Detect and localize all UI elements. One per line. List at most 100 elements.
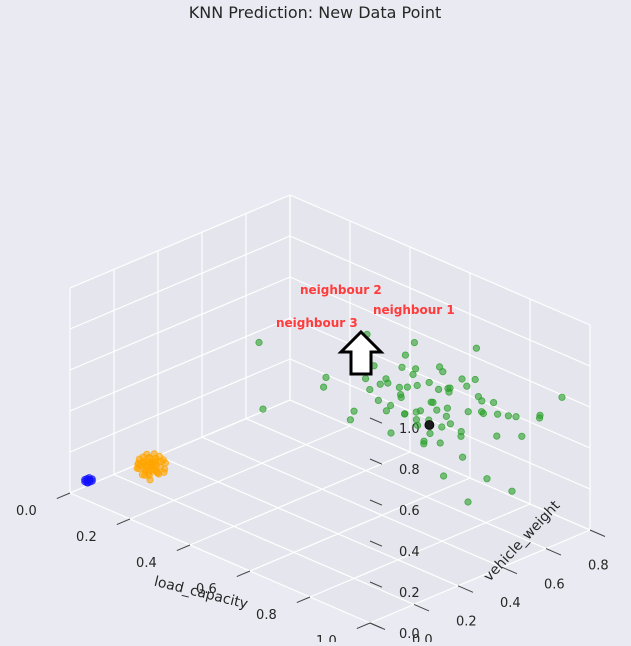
gridline-back-z: [289, 317, 591, 449]
data-point-series-3: [439, 472, 448, 480]
data-point-series-2: [146, 476, 154, 484]
data-point-series-3: [413, 381, 421, 390]
chart-title: KNN Prediction: New Data Point: [189, 3, 441, 22]
gridline-floor-y: [201, 436, 503, 568]
gridline-left-z: [69, 317, 291, 412]
data-point-series-3: [458, 453, 467, 461]
data-point-series-3: [420, 440, 428, 448]
gridline-left-z: [69, 358, 291, 453]
data-point-series-3: [493, 432, 501, 440]
tick-marks: 0.00.20.40.60.81.00.00.20.40.60.81.00.00…: [16, 417, 609, 646]
data-point-series-3: [478, 397, 486, 405]
data-point-series-3: [259, 405, 267, 413]
gridline-floor-y: [69, 492, 371, 624]
data-point-series-2: [153, 469, 161, 477]
z-tick: [369, 581, 383, 588]
x-tick-label: 0.0: [16, 504, 37, 519]
y-tick: [545, 548, 562, 556]
gridline-floor-x: [309, 503, 531, 598]
x-tick-label: 0.6: [196, 582, 217, 597]
z-tick-label: 0.0: [399, 627, 420, 642]
gridline-floor-y: [289, 399, 591, 531]
gridline-floor-x: [189, 451, 411, 546]
data-point-series-3: [319, 383, 328, 391]
gridline-left-z: [69, 235, 291, 330]
data-point-series-3: [429, 398, 437, 406]
data-point-series-3: [386, 401, 395, 410]
data-point-series-3: [464, 498, 472, 506]
data-point-series-3: [395, 383, 403, 391]
data-point-series-3: [426, 429, 434, 438]
z-tick-label: 0.4: [399, 545, 420, 560]
gridline-floor-y: [113, 473, 415, 605]
floor-pane: [70, 400, 590, 623]
gridline-left-z: [69, 194, 291, 289]
data-point-series-2: [155, 452, 163, 460]
z-tick-label: 0.6: [399, 504, 420, 519]
y-tick-label: 0.2: [456, 615, 477, 630]
gridline-left-z: [69, 399, 291, 494]
data-point-series-3: [479, 409, 487, 418]
new-data-point: [424, 420, 435, 430]
data-point-series-3: [433, 406, 441, 414]
gridline-back-z: [289, 194, 591, 326]
data-point-series-3: [401, 410, 409, 418]
data-point-series-3: [322, 373, 330, 381]
data-point-series-3: [508, 487, 516, 495]
data-point-series-3: [425, 378, 433, 387]
gridline-back-z: [289, 276, 591, 408]
data-point-series-2: [161, 465, 169, 473]
data-point-series-3: [374, 396, 382, 404]
data-point-series-3: [444, 384, 452, 392]
data-point-series-3: [483, 475, 491, 483]
gridlines: [69, 194, 591, 624]
annotation-neighbour-1: neighbour 1: [373, 303, 455, 317]
z-tick-label: 0.8: [399, 463, 420, 478]
data-point-series-3: [346, 416, 354, 424]
data-point-series-3: [361, 374, 370, 383]
y-tick: [589, 529, 606, 537]
data-point-series-3: [411, 365, 420, 373]
x-tick-label: 0.4: [136, 556, 157, 571]
data-point-series-3: [409, 370, 417, 379]
axis-panes: [70, 195, 590, 623]
data-point-series-2: [142, 467, 150, 475]
data-point-series-3: [518, 432, 526, 440]
z-tick-label: 0.2: [399, 586, 420, 601]
x-tick-label: 0.2: [76, 530, 97, 545]
left-wall-pane: [70, 195, 290, 493]
data-point-series-3: [401, 351, 409, 359]
x-tick: [356, 622, 371, 630]
data-point-series-3: [255, 338, 263, 347]
y-tick: [501, 566, 518, 575]
data-point-series-3: [446, 420, 454, 428]
data-point-series-3: [366, 385, 374, 394]
gridline-left-z: [69, 276, 291, 371]
data-point-series-3: [397, 393, 405, 401]
data-point-series-3: [512, 413, 520, 421]
data-point-series-3: [413, 421, 422, 429]
data-point-series-3: [471, 375, 479, 384]
y-tick: [413, 603, 430, 612]
data-point-series-3: [435, 363, 444, 371]
data-point-series-3: [387, 429, 395, 437]
data-point-series-3: [493, 410, 502, 418]
data-point-series-3: [504, 412, 512, 420]
data-point-series-3: [398, 363, 406, 371]
back-wall-pane: [290, 195, 590, 530]
y-tick: [457, 585, 474, 593]
y-tick-label: 0.8: [588, 559, 609, 574]
data-point-series-3: [464, 408, 472, 416]
gridline-floor-x: [369, 529, 591, 624]
up-arrow-icon: [337, 329, 385, 376]
gridline-floor-y: [157, 455, 459, 587]
data-point-series-2: [147, 460, 155, 468]
y-tick-label: 0.6: [544, 577, 565, 592]
z-tick: [369, 458, 383, 465]
data-point-series-3: [412, 416, 420, 424]
data-point-series-3: [403, 383, 411, 391]
data-point-series-3: [489, 398, 498, 407]
z-tick: [369, 622, 383, 629]
